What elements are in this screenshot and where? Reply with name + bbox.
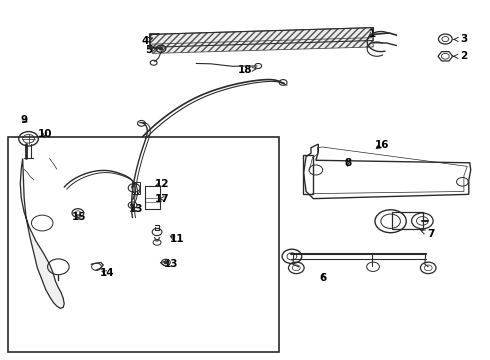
Text: 18: 18	[238, 64, 256, 75]
Text: 14: 14	[100, 268, 115, 278]
Text: 7: 7	[421, 229, 434, 239]
Text: 10: 10	[37, 129, 52, 139]
Text: 12: 12	[155, 179, 169, 189]
Text: 9: 9	[21, 115, 28, 125]
Text: 16: 16	[374, 140, 389, 150]
Bar	[392, 212, 423, 229]
Text: 15: 15	[72, 212, 86, 221]
Text: 3: 3	[454, 35, 467, 44]
Text: 1: 1	[368, 29, 376, 39]
Circle shape	[159, 47, 163, 50]
Circle shape	[131, 204, 135, 207]
Polygon shape	[152, 38, 373, 53]
Text: 13: 13	[160, 259, 178, 269]
Bar	[132, 182, 141, 194]
Text: 6: 6	[319, 273, 327, 283]
Bar	[145, 186, 160, 209]
Text: 8: 8	[344, 158, 351, 168]
Text: 17: 17	[155, 194, 169, 204]
Text: 5: 5	[145, 45, 156, 55]
Text: 2: 2	[454, 51, 467, 61]
Bar	[8, 137, 279, 352]
Text: 4: 4	[141, 36, 152, 46]
Polygon shape	[20, 158, 64, 309]
Circle shape	[164, 261, 168, 264]
Text: 11: 11	[170, 234, 184, 244]
Polygon shape	[149, 28, 373, 47]
Text: 13: 13	[129, 204, 144, 215]
